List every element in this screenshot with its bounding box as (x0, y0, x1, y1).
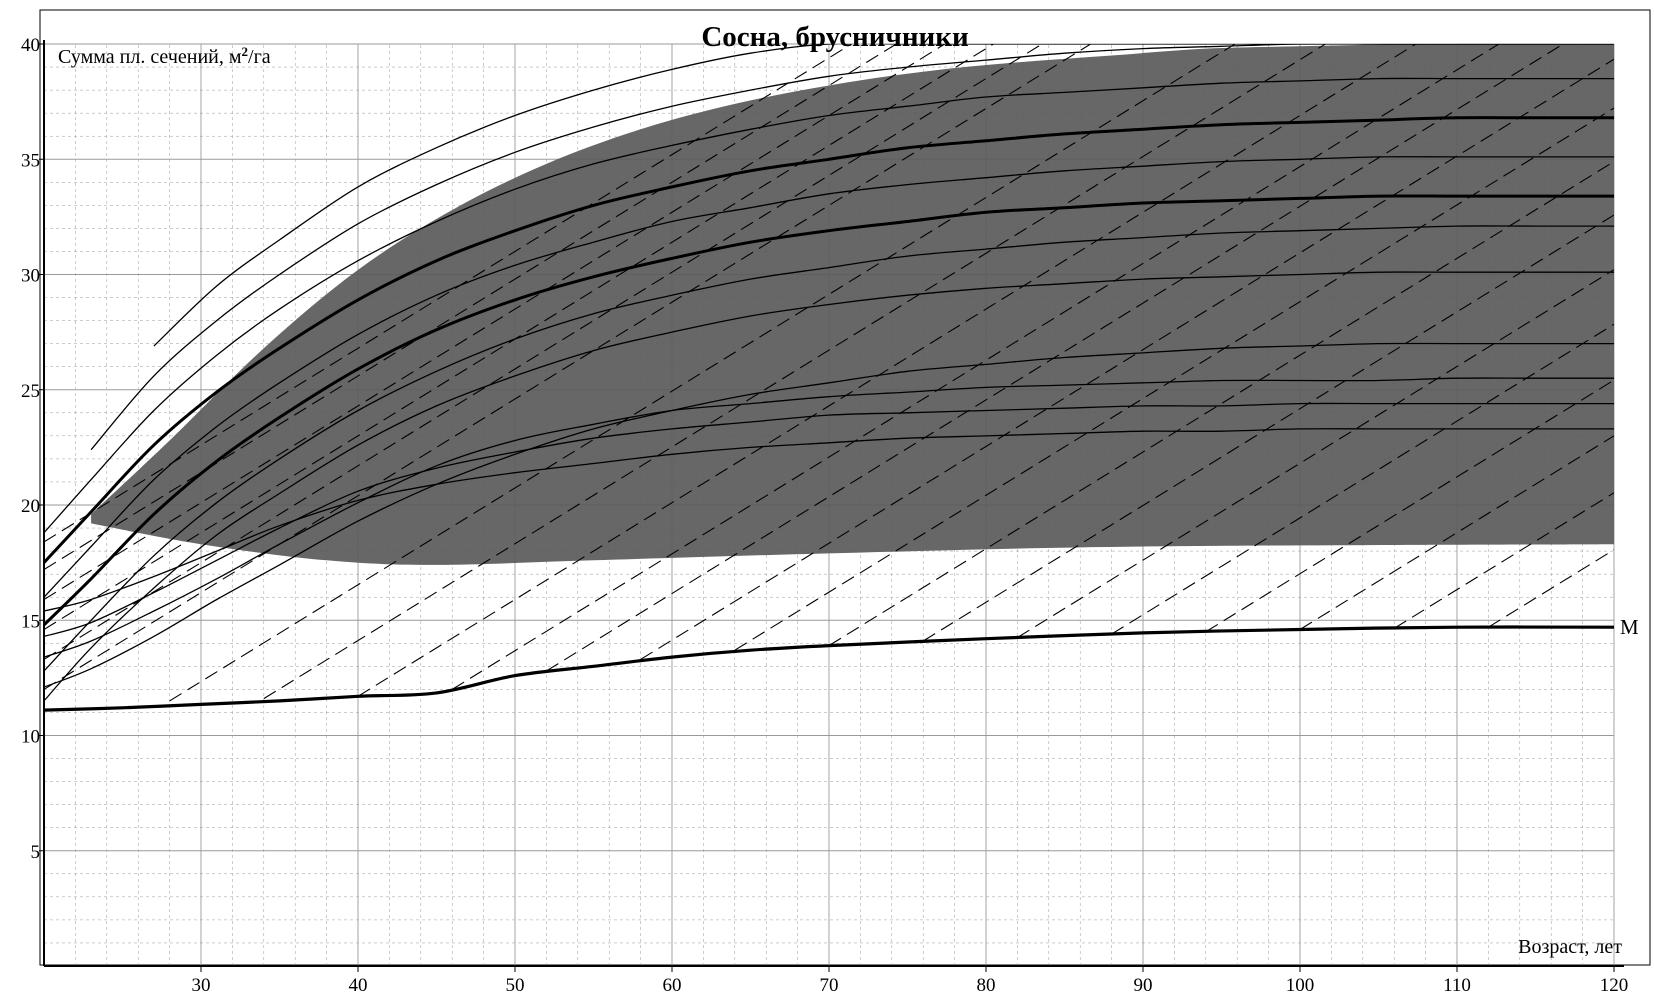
dashed-line-13 (734, 107, 1614, 651)
dashed-line-21 (1488, 549, 1614, 628)
growth-curve-9 (44, 342, 1614, 688)
x-tick-label: 70 (820, 975, 839, 996)
dashed-line-15 (922, 214, 1614, 642)
dashed-line-6 (44, 44, 853, 543)
dashed-line-1 (44, 44, 1092, 690)
tick-labels: 30 40 50 60 70 80 90 100 110 120 5 10 15 20 25 30 35 40 (21, 35, 1628, 996)
dashed-line-17 (1111, 323, 1614, 635)
growth-curve-12 (44, 428, 1614, 612)
y-axis-label: Сумма пл. сечений, м2/га (58, 44, 271, 69)
x-tick-label: 90 (1134, 975, 1153, 996)
growth-curve-10 (44, 377, 1614, 658)
growth-curve-8 (153, 44, 1614, 347)
x-tick-label: 120 (1600, 975, 1629, 996)
dashed-line-3 (44, 44, 995, 630)
reference-dashed-lines (44, 44, 1614, 702)
growth-curve-6 (44, 77, 1614, 534)
dashed-line-18 (1205, 379, 1614, 633)
axes (43, 40, 1624, 967)
dashed-line-2 (44, 44, 1044, 660)
dashed-line-7 (169, 44, 1237, 702)
x-tick-label: 50 (506, 975, 525, 996)
growth-curve-5 (44, 116, 1614, 564)
dashed-line-20 (1393, 492, 1614, 629)
m-curve (43, 625, 1615, 712)
m-curve-group (43, 625, 1615, 712)
growth-curves (44, 44, 1614, 702)
dashed-line-14 (828, 161, 1614, 647)
growth-curve-11 (44, 402, 1614, 638)
y-axis-label-sup: 2 (242, 44, 249, 59)
x-tick-label: 40 (349, 975, 368, 996)
x-tick-label: 60 (663, 975, 682, 996)
dashed-line-8 (263, 44, 1327, 700)
x-tick-label: 30 (192, 975, 211, 996)
growth-curve-7 (90, 44, 1614, 451)
dashed-line-4 (44, 44, 946, 600)
x-tick-label: 110 (1443, 975, 1471, 996)
x-axis-label: Возраст, лет (1518, 936, 1622, 958)
y-tick-label: 35 (21, 150, 40, 171)
growth-curve-3 (44, 194, 1614, 626)
chart-title: Сосна, брусничники (701, 21, 968, 53)
y-tick-label: 20 (21, 496, 40, 517)
dashed-line-10 (451, 44, 1500, 690)
y-tick-label: 5 (31, 842, 41, 863)
dashed-line-5 (44, 44, 898, 571)
growth-curve-1 (44, 271, 1614, 702)
y-tick-label: 30 (21, 266, 40, 287)
x-tick-label: 100 (1286, 975, 1315, 996)
y-tick-label: 15 (21, 611, 40, 632)
growth-curve-2 (44, 225, 1614, 672)
y-tick-label: 25 (21, 381, 40, 402)
dashed-line-9 (357, 44, 1417, 697)
y-axis-label-main: Сумма пл. сечений, м (58, 46, 242, 68)
dashed-line-16 (1017, 269, 1614, 639)
density-band-area (91, 43, 1615, 565)
y-tick-label: 40 (21, 35, 40, 56)
m-curve-label: M (1620, 615, 1639, 639)
x-tick-label: 80 (977, 975, 996, 996)
y-tick-label: 10 (21, 727, 40, 748)
dashed-line-12 (640, 58, 1614, 660)
growth-curve-4 (44, 156, 1614, 598)
dashed-line-19 (1299, 435, 1614, 630)
y-axis-label-tail: /га (248, 46, 271, 68)
density-band (91, 43, 1615, 565)
